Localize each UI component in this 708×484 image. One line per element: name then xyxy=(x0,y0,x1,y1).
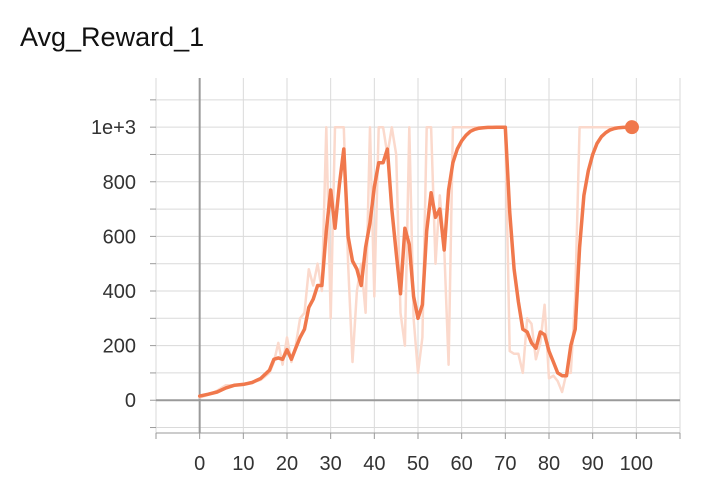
x-tick-label: 100 xyxy=(620,453,653,475)
x-tick-label: 0 xyxy=(194,453,205,475)
grid-lines xyxy=(155,78,681,433)
y-tick-label: 800 xyxy=(103,172,136,194)
y-tick-label: 0 xyxy=(125,390,136,412)
x-tick-label: 60 xyxy=(451,453,473,475)
x-tick-label: 10 xyxy=(232,453,254,475)
x-tick-label: 40 xyxy=(363,453,385,475)
x-tick-label: 70 xyxy=(494,453,516,475)
y-tick-label: 200 xyxy=(103,336,136,358)
x-tick-label: 20 xyxy=(276,453,298,475)
last-point-marker xyxy=(624,120,639,135)
y-tick-labels: 0 200 400 600 800 1e+3 xyxy=(91,117,136,412)
y-tick-label: 1e+3 xyxy=(91,117,136,139)
x-tick-label: 50 xyxy=(407,453,429,475)
raw-series-line xyxy=(198,125,634,399)
y-tick-label: 400 xyxy=(103,281,136,303)
x-tick-label: 90 xyxy=(582,453,604,475)
y-tick-label: 600 xyxy=(103,226,136,248)
x-tick-label: 30 xyxy=(320,453,342,475)
axis-ticks xyxy=(150,99,681,439)
x-tick-labels: 0 10 20 30 40 50 60 70 80 90 100 xyxy=(194,453,653,475)
x-tick-label: 80 xyxy=(538,453,560,475)
chart-title: Avg_Reward_1 xyxy=(20,22,205,52)
smoothed-series-line xyxy=(197,125,634,398)
